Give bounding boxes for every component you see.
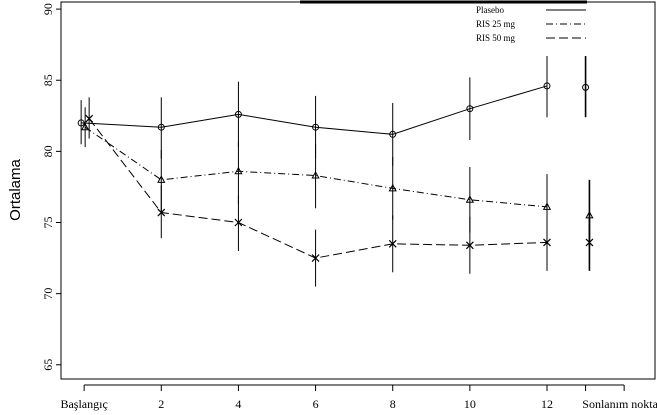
data-point-cross [157, 208, 166, 217]
legend: Plasebo RIS 25 mg RIS 50 mg [476, 5, 586, 43]
data-point-cross [388, 239, 397, 248]
data-point-triangle [465, 195, 475, 203]
x-tick-label: 2 [158, 397, 164, 411]
data-point-cross [311, 254, 320, 262]
data-point-circle [466, 105, 474, 113]
legend-label: Plasebo [476, 5, 504, 15]
y-tick-label: 75 [41, 217, 55, 229]
y-tick-label: 65 [41, 359, 55, 371]
data-point-triangle [80, 122, 90, 131]
data-point-cross [465, 241, 474, 250]
data-point-cross [585, 238, 594, 247]
series-line [88, 118, 548, 259]
data-point-circle [312, 123, 320, 131]
x-tick-label: 8 [390, 397, 396, 411]
series-layer [77, 56, 594, 287]
x-tick-label: Sonlanım noktası [582, 397, 657, 411]
data-point-circle [234, 110, 242, 118]
data-point-triangle [542, 202, 552, 210]
data-point-triangle [234, 166, 243, 175]
data-point-triangle [311, 171, 320, 179]
data-point-cross [234, 218, 243, 227]
x-tick-label: 12 [541, 397, 553, 411]
y-tick-label: 70 [41, 288, 55, 300]
x-tick-label: Başlangıç [60, 397, 107, 411]
legend-label: RIS 50 mg [476, 33, 516, 43]
data-point-cross [85, 114, 94, 123]
plot-frame [60, 1, 656, 380]
series-line [81, 85, 548, 135]
legend-label: RIS 25 mg [476, 19, 516, 29]
data-point-circle [389, 130, 397, 138]
data-point-circle [77, 119, 85, 127]
x-tick-label: 6 [313, 397, 319, 411]
y-tick-label: 90 [41, 3, 55, 15]
data-point-circle [543, 82, 551, 90]
data-point-circle [582, 83, 590, 91]
data-point-cross [543, 238, 551, 247]
data-point-triangle [157, 175, 166, 183]
y-tick-label: 80 [41, 145, 55, 157]
series-circle [77, 56, 590, 166]
data-point-triangle [388, 183, 397, 192]
data-point-circle [157, 123, 165, 131]
y-axis: 65 70 75 80 85 90 [41, 3, 61, 371]
x-tick-label: 10 [464, 397, 476, 411]
x-tick-label: 4 [235, 397, 241, 411]
x-axis: Başlangıç 2 4 6 8 10 12 Sonlanım noktası [60, 384, 657, 411]
y-tick-label: 85 [41, 74, 55, 86]
y-axis-label: Ortalama [7, 159, 24, 221]
series-cross [85, 97, 594, 287]
